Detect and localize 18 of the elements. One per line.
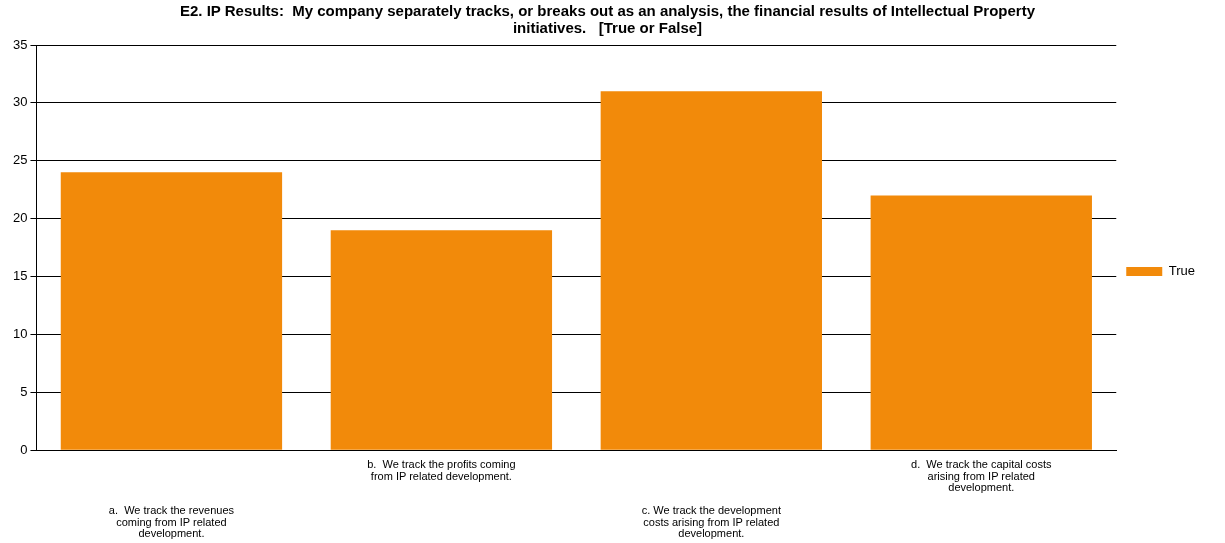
y-tick-label: 25 — [12, 152, 28, 168]
y-tick-label: 20 — [12, 210, 28, 226]
y-tick-label: 0 — [20, 441, 28, 457]
x-tick-label: a. We track the revenues coming from IP related development. — [108, 504, 235, 540]
y-tick-label: 10 — [12, 325, 28, 341]
bar — [600, 91, 823, 450]
y-tick-label: 15 — [12, 268, 28, 284]
bar — [870, 195, 1092, 450]
x-tick-label: d. We track the capital costs arising from IP related development. — [911, 457, 1052, 494]
legend-label: True — [1168, 263, 1195, 279]
chart-title: E2. IP Results: My company separately tracks, or breaks out as an analysis, the financial results of Intellectual Property initiatives. [True or False] — [179, 2, 1036, 36]
bar — [330, 230, 553, 450]
y-tick-label: 35 — [12, 36, 28, 52]
bar — [60, 172, 283, 450]
x-tick-label: c. We track the development costs arising from IP related development. — [641, 504, 781, 540]
x-tick-label: b. We track the profits coming from IP related development. — [367, 457, 516, 482]
y-tick-label: 30 — [12, 94, 28, 110]
y-tick-label: 5 — [20, 383, 28, 399]
